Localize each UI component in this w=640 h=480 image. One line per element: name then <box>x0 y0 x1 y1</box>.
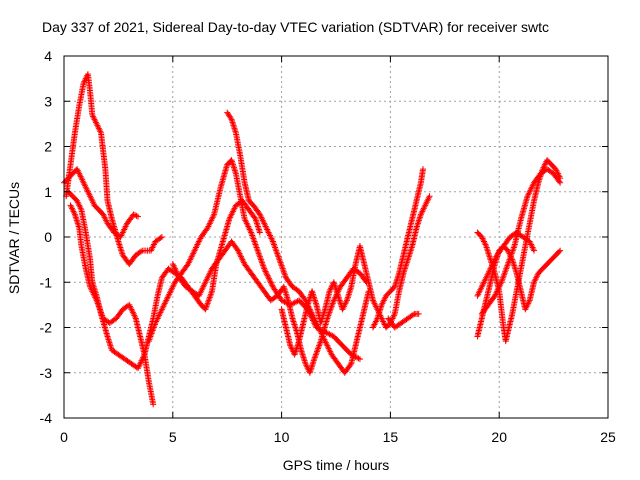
data-point <box>133 212 140 219</box>
data-point <box>227 114 234 121</box>
data-point <box>557 179 564 186</box>
data-point <box>158 234 165 240</box>
series-sat-i <box>369 166 427 331</box>
data-point <box>157 234 164 241</box>
data-point <box>556 248 563 255</box>
series-sat-a <box>63 71 165 268</box>
data-point <box>268 280 275 287</box>
x-tick-label: 5 <box>169 429 177 445</box>
data-point <box>150 401 157 408</box>
data-point <box>264 272 271 279</box>
y-tick-label: 2 <box>44 139 52 155</box>
series-sat-l <box>474 166 564 317</box>
data-point <box>356 356 363 363</box>
series-sat-b <box>61 166 141 240</box>
y-tick-label: 4 <box>44 48 52 64</box>
data-point <box>256 229 263 236</box>
data-points <box>61 71 564 408</box>
y-tick-label: -1 <box>40 274 53 290</box>
series-sat-h <box>278 193 433 358</box>
data-point <box>261 267 268 274</box>
data-point <box>266 276 273 283</box>
x-tick-label: 15 <box>383 429 399 445</box>
y-tick-label: 1 <box>44 184 52 200</box>
data-point <box>347 361 354 368</box>
y-tick-label: 3 <box>44 93 52 109</box>
chart-title: Day 337 of 2021, Sidereal Day-to-day VTE… <box>42 19 549 35</box>
data-point <box>556 178 563 185</box>
data-point <box>267 278 274 285</box>
data-point <box>265 274 272 281</box>
series-sat-c <box>65 188 263 372</box>
y-tick-label: -3 <box>40 365 53 381</box>
y-tick-label: -2 <box>40 320 53 336</box>
data-point <box>557 247 564 254</box>
x-tick-label: 20 <box>491 429 507 445</box>
x-axis-label: GPS time / hours <box>283 457 390 473</box>
series-sat-f <box>224 109 372 376</box>
data-point <box>134 213 141 220</box>
data-point <box>415 310 422 317</box>
data-point <box>262 268 269 275</box>
data-point <box>355 355 362 362</box>
data-point <box>263 271 270 278</box>
data-point <box>531 247 538 254</box>
x-tick-label: 0 <box>60 429 68 445</box>
data-point <box>410 311 417 318</box>
x-tick-label: 10 <box>274 429 290 445</box>
data-point <box>138 248 145 255</box>
data-point <box>420 166 427 173</box>
data-point <box>251 214 258 221</box>
data-point <box>261 265 268 272</box>
y-tick-label: -4 <box>40 410 53 426</box>
data-point <box>263 269 270 276</box>
x-tick-label: 25 <box>600 429 616 445</box>
series-sat-k <box>474 157 564 345</box>
y-axis-label: SDTVAR / TECUs <box>6 182 22 294</box>
series-sat-g <box>169 238 370 376</box>
y-tick-label: 0 <box>44 229 52 245</box>
axis-ticks: 0 5 10 15 20 25 -4 -3 -2 -1 0 1 2 3 4 <box>40 48 616 445</box>
data-point <box>265 275 272 282</box>
series-sat-d <box>67 202 157 408</box>
data-point <box>426 193 433 200</box>
data-point <box>267 279 274 286</box>
